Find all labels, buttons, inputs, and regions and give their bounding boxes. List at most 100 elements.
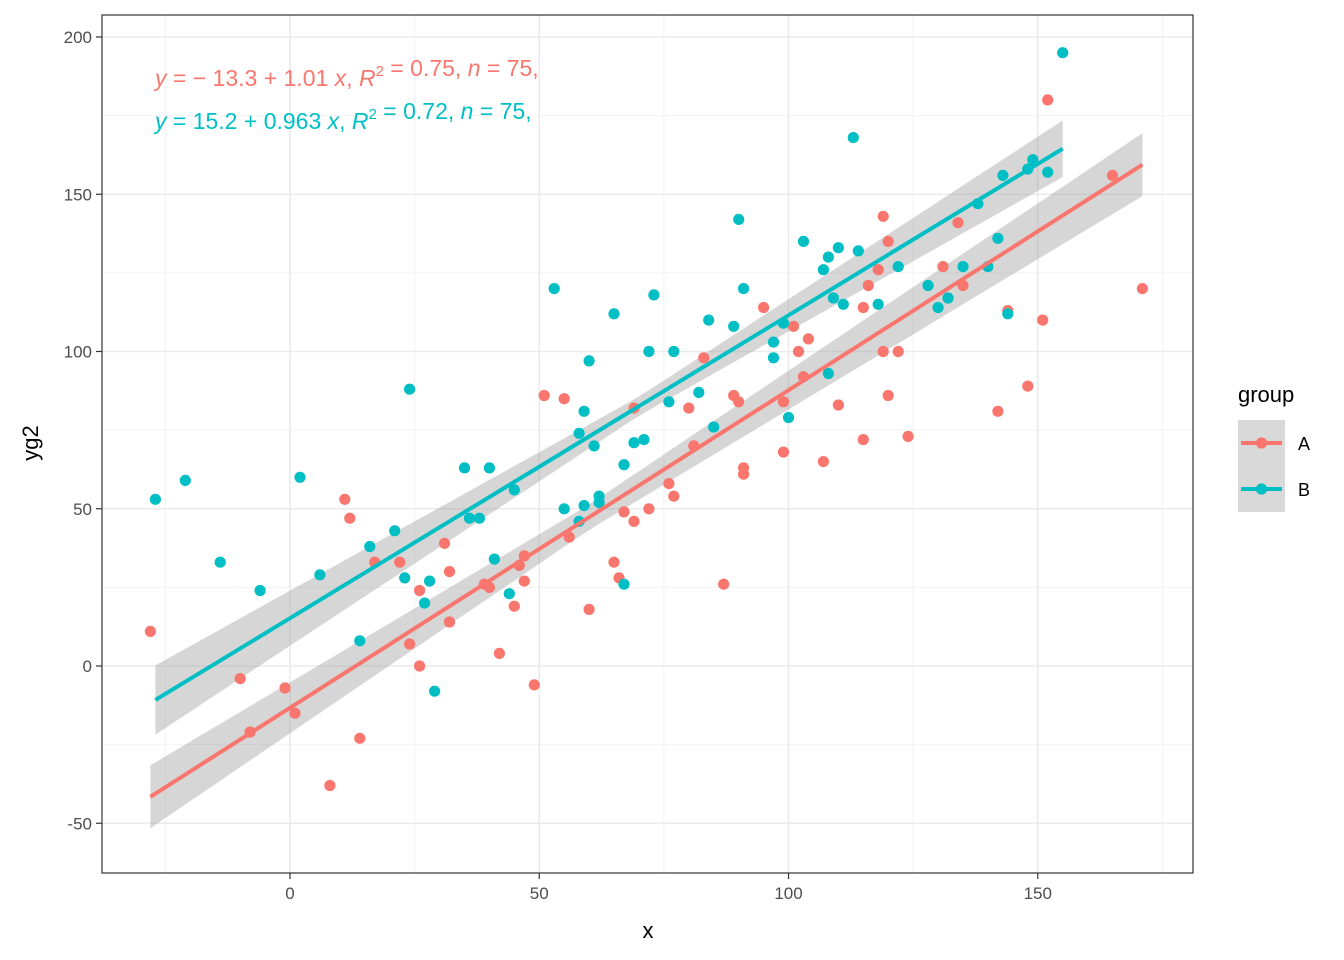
point-a — [144, 625, 156, 638]
legend-label-b: B — [1298, 480, 1310, 500]
point-b — [294, 471, 306, 483]
point-a — [414, 584, 426, 597]
point-b — [389, 525, 401, 537]
equation-part: R — [359, 65, 376, 91]
point-b — [488, 553, 500, 565]
point-a — [493, 647, 505, 660]
point-b — [618, 459, 630, 471]
point-a — [738, 462, 750, 474]
point-a — [528, 679, 540, 691]
equation-part: = 75, — [480, 55, 538, 81]
point-a — [354, 732, 366, 744]
point-a — [443, 616, 456, 628]
point-a — [877, 345, 889, 358]
point-a — [538, 389, 550, 402]
point-b — [1057, 47, 1069, 59]
equation-part: x — [334, 65, 348, 91]
point-a — [937, 261, 949, 273]
equation-part: , — [346, 65, 359, 91]
point-b — [573, 427, 585, 439]
point-b — [1027, 154, 1039, 166]
point-a — [862, 279, 874, 292]
point-a — [952, 217, 964, 229]
point-b — [473, 512, 485, 524]
point-b — [588, 440, 600, 452]
point-b — [837, 298, 849, 310]
point-a — [1042, 94, 1054, 106]
point-b — [827, 292, 840, 304]
point-a — [443, 566, 456, 578]
point-a — [718, 578, 730, 590]
point-b — [663, 396, 675, 408]
point-a — [992, 405, 1004, 417]
point-b — [149, 493, 161, 505]
point-b — [399, 572, 411, 584]
point-a — [683, 402, 695, 414]
point-b — [997, 169, 1009, 181]
equation-b: y = 15.2 + 0.963 x, R2 = 0.72, n = 75, — [153, 98, 532, 134]
point-b — [578, 500, 590, 512]
point-a — [877, 210, 889, 222]
equation-a: y = − 13.3 + 1.01 x, R2 = 0.75, n = 75, — [153, 55, 539, 91]
point-b — [703, 314, 715, 326]
point-b — [458, 462, 471, 474]
point-a — [882, 389, 894, 402]
point-b — [733, 213, 745, 225]
y-tick-label: 50 — [73, 500, 92, 519]
point-a — [668, 490, 680, 502]
point-b — [548, 283, 560, 295]
point-a — [583, 603, 595, 616]
point-b — [767, 352, 780, 364]
point-b — [583, 355, 595, 367]
equation-part: = 75, — [473, 98, 531, 124]
point-b — [254, 584, 266, 597]
y-tick-label: 200 — [64, 28, 92, 47]
point-a — [643, 503, 655, 515]
point-b — [483, 462, 495, 474]
point-b — [463, 512, 476, 524]
point-b — [957, 261, 969, 273]
point-b — [892, 261, 904, 273]
point-a — [857, 434, 869, 446]
point-b — [782, 411, 795, 424]
point-a — [663, 478, 675, 490]
point-a — [733, 396, 745, 408]
equation-part: = 0.72, — [377, 98, 461, 124]
x-axis-ticks: 0 50 100 150 — [285, 873, 1052, 903]
point-a — [758, 301, 770, 314]
point-a — [882, 235, 894, 247]
point-b — [797, 235, 810, 247]
point-b — [364, 540, 376, 553]
panel-border — [101, 14, 1194, 874]
point-b — [404, 383, 416, 395]
point-b — [558, 503, 570, 515]
y-axis-title: yg2 — [18, 425, 43, 460]
point-a — [832, 399, 845, 411]
x-tick-label: 50 — [530, 884, 549, 903]
point-a — [234, 673, 246, 685]
x-axis-title: x — [643, 918, 654, 943]
point-b — [628, 437, 640, 449]
point-b — [179, 474, 191, 486]
point-b — [1002, 308, 1014, 320]
point-b — [214, 556, 226, 568]
point-a — [608, 556, 620, 568]
point-a — [802, 333, 815, 345]
point-b — [738, 283, 750, 295]
point-a — [404, 638, 416, 650]
point-a — [324, 779, 336, 792]
equation-part: = − 13.3 + 1.01 — [167, 65, 335, 91]
grid-minor — [102, 15, 1193, 873]
equation-part: = 15.2 + 0.963 — [167, 108, 328, 134]
point-b — [578, 405, 590, 417]
point-a — [394, 556, 406, 568]
equation-part: n — [468, 55, 481, 81]
point-a — [1022, 380, 1034, 392]
x-tick-label: 150 — [1024, 884, 1052, 903]
point-a — [508, 600, 520, 612]
point-a — [872, 264, 884, 276]
point-a — [892, 345, 904, 358]
legend-key-point — [1255, 483, 1268, 495]
point-a — [857, 301, 869, 314]
legend-title: group — [1238, 382, 1294, 407]
